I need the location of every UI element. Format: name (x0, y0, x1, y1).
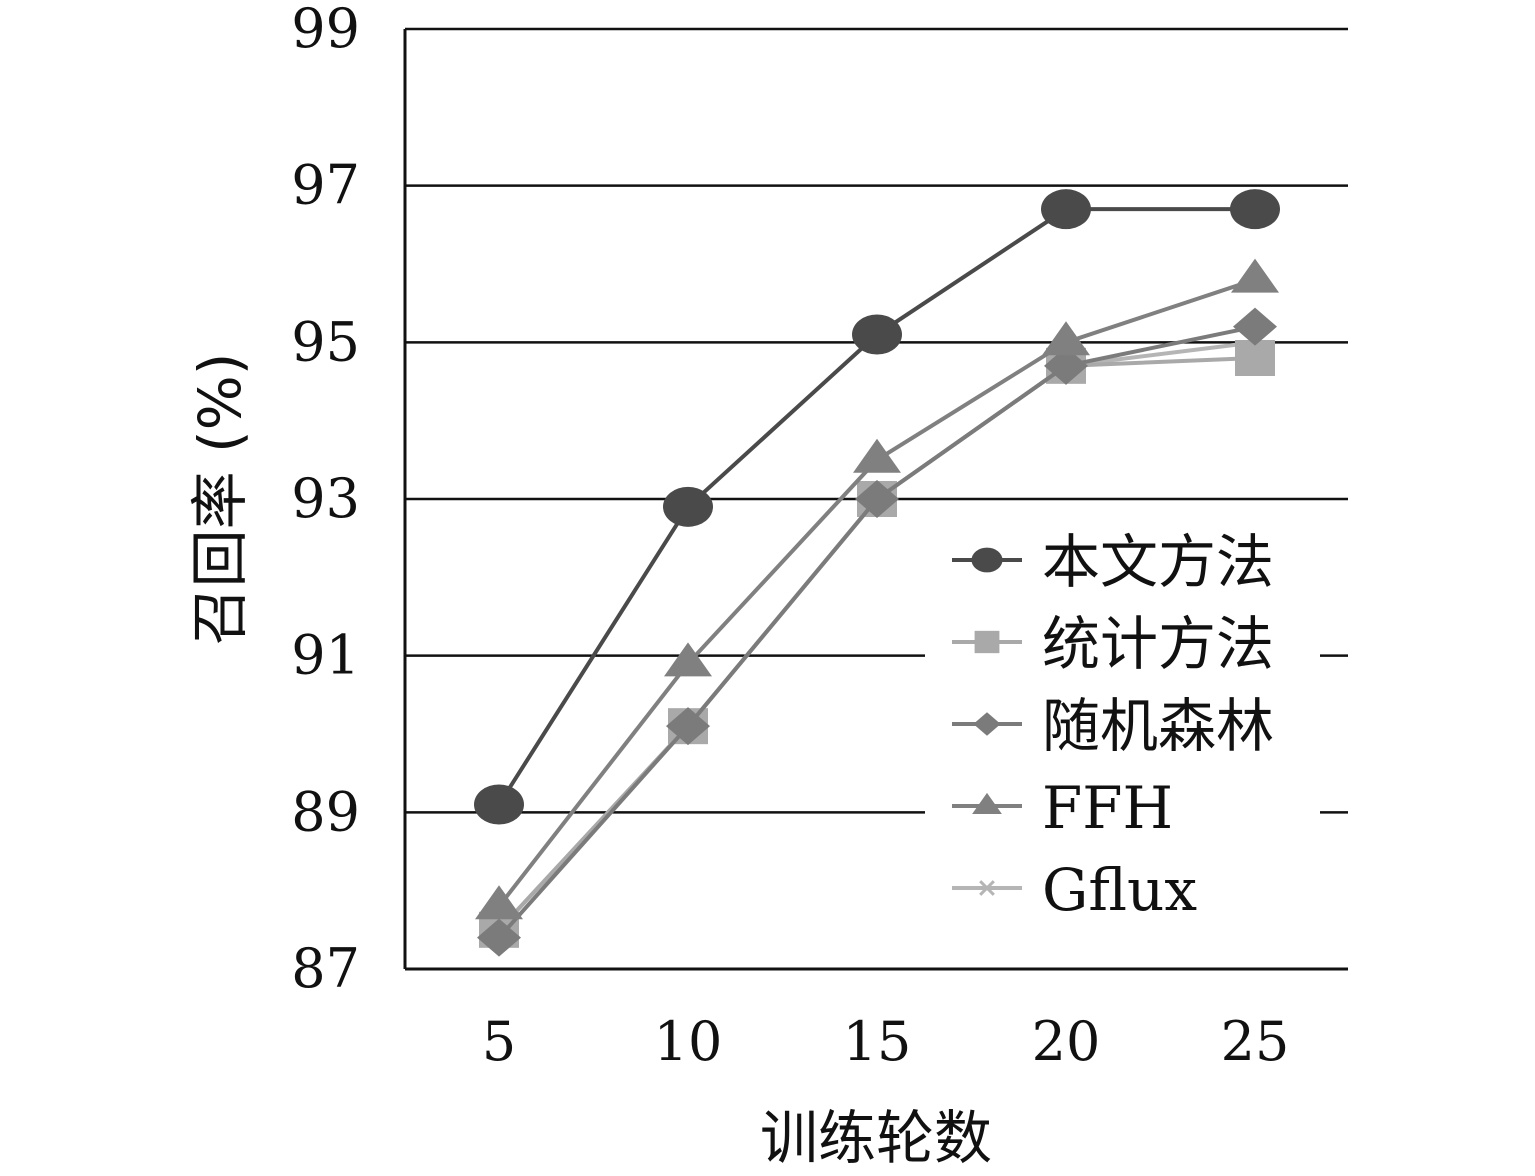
x-marker-stroke (979, 880, 995, 896)
x-marker (979, 880, 995, 896)
circle-marker (1041, 189, 1091, 230)
triangle-marker (475, 885, 523, 920)
diamond-marker (1044, 346, 1088, 385)
y-axis-title: 召回率 (%) (186, 353, 254, 646)
legend-label: 统计方法 (1042, 610, 1274, 678)
y-tick-label: 89 (291, 780, 360, 843)
triangle-marker (972, 792, 1002, 815)
diamond-marker (477, 918, 521, 957)
y-tick-label: 91 (291, 624, 360, 687)
y-tick-label: 87 (291, 937, 360, 1000)
legend-item: Gflux (952, 856, 1197, 924)
y-tick-label: 97 (291, 154, 360, 217)
diamond-marker (855, 480, 899, 518)
legend-item: 统计方法 (952, 610, 1274, 678)
circle-marker (663, 486, 713, 527)
triangle-marker (1042, 321, 1090, 356)
triangle-marker (853, 438, 901, 473)
x-tick-label: 5 (482, 1010, 516, 1073)
series-1 (474, 189, 1280, 825)
square-marker (1235, 340, 1275, 376)
triangle-marker (1231, 258, 1279, 293)
y-tick-labels: 87 89 91 93 95 97 99 (291, 0, 360, 1000)
legend-label: 随机森林 (1042, 692, 1274, 760)
legend-item: FFH (952, 774, 1173, 842)
legend-label: Gflux (1042, 856, 1197, 924)
legend-label: 本文方法 (1042, 528, 1274, 596)
legend-item: 随机森林 (952, 692, 1274, 760)
x-axis-title: 训练轮数 (760, 1104, 992, 1172)
legend-item: 本文方法 (952, 528, 1274, 596)
series-4 (475, 258, 1279, 920)
circle-marker (1230, 189, 1280, 230)
x-tick-label: 20 (1032, 1010, 1101, 1073)
circle-marker (474, 784, 524, 825)
diamond-marker (666, 707, 710, 746)
legend-label: FFH (1042, 774, 1173, 842)
series-layer (474, 189, 1280, 957)
y-tick-label: 93 (291, 467, 360, 530)
series-3 (477, 307, 1277, 957)
circle-marker (971, 547, 1003, 573)
diamond-marker (973, 712, 1001, 736)
y-tick-label: 99 (291, 0, 360, 60)
x-tick-label: 10 (654, 1010, 723, 1073)
diamond-marker (1233, 307, 1277, 346)
triangle-marker (664, 642, 712, 677)
square-marker (974, 630, 1000, 654)
x-tick-label: 15 (843, 1010, 912, 1073)
circle-marker (852, 314, 902, 355)
y-tick-label: 95 (291, 310, 360, 373)
x-tick-label: 25 (1221, 1010, 1290, 1073)
x-tick-labels: 5 10 15 20 25 (482, 1010, 1290, 1073)
